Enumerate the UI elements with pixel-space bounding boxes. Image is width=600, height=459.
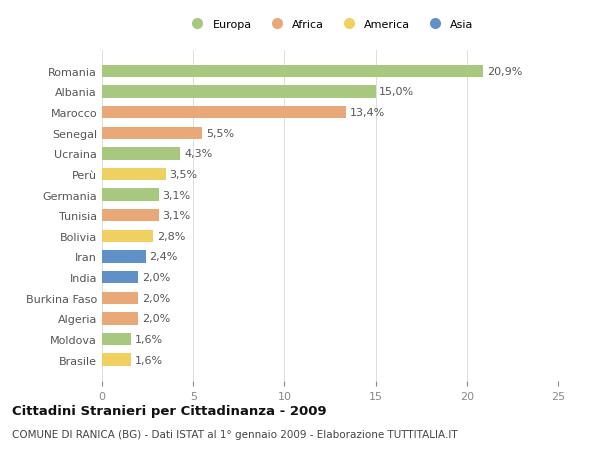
Text: 4,3%: 4,3% [184,149,212,159]
Text: 2,0%: 2,0% [142,293,170,303]
Text: 2,0%: 2,0% [142,313,170,324]
Text: 2,8%: 2,8% [157,231,185,241]
Text: 3,5%: 3,5% [169,169,197,179]
Bar [102,353,131,366]
Bar [102,313,139,325]
Text: 5,5%: 5,5% [206,129,234,139]
Bar [102,271,139,284]
Bar [102,86,376,98]
Bar [102,189,158,202]
Text: 3,1%: 3,1% [162,211,190,221]
Text: COMUNE DI RANICA (BG) - Dati ISTAT al 1° gennaio 2009 - Elaborazione TUTTITALIA.: COMUNE DI RANICA (BG) - Dati ISTAT al 1°… [12,429,458,439]
Bar [102,230,153,242]
Bar [102,168,166,181]
Legend: Europa, Africa, America, Asia: Europa, Africa, America, Asia [187,20,473,30]
Text: 1,6%: 1,6% [135,334,163,344]
Bar [102,251,146,263]
Text: 2,4%: 2,4% [149,252,178,262]
Text: 1,6%: 1,6% [135,355,163,365]
Bar [102,333,131,345]
Text: Cittadini Stranieri per Cittadinanza - 2009: Cittadini Stranieri per Cittadinanza - 2… [12,404,326,417]
Text: 13,4%: 13,4% [350,108,385,118]
Bar [102,148,181,160]
Bar [102,127,202,140]
Bar [102,210,158,222]
Text: 2,0%: 2,0% [142,273,170,282]
Bar [102,106,346,119]
Text: 3,1%: 3,1% [162,190,190,200]
Bar [102,66,483,78]
Bar [102,292,139,304]
Text: 20,9%: 20,9% [487,67,522,77]
Text: 15,0%: 15,0% [379,87,415,97]
